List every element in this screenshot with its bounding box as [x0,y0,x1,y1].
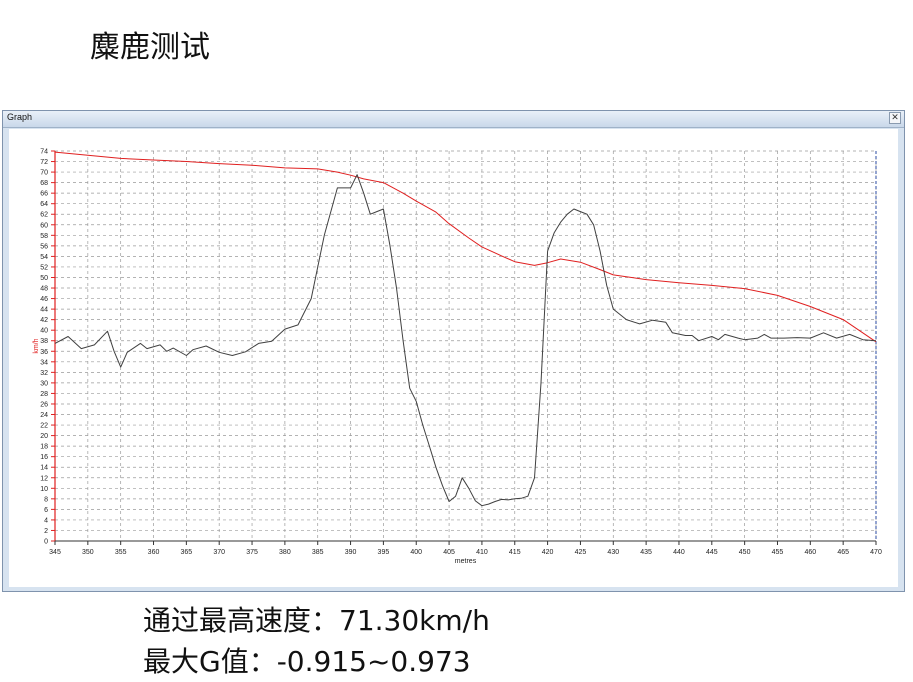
y-tick-label: 70 [40,170,48,177]
x-tick-label: 470 [870,549,882,556]
y-tick-label: 46 [40,296,48,303]
y-tick-label: 42 [40,317,48,324]
x-tick-label: 345 [49,549,61,556]
x-tick-label: 355 [115,549,127,556]
x-tick-label: 440 [673,549,685,556]
y-tick-label: 36 [40,349,48,356]
y-tick-label: 52 [40,264,48,271]
x-tick-label: 380 [279,549,291,556]
x-tick-label: 425 [575,549,587,556]
x-tick-label: 420 [542,549,554,556]
y-tick-label: 6 [44,507,48,514]
x-tick-label: 415 [509,549,521,556]
x-tick-label: 395 [378,549,390,556]
x-tick-label: 365 [181,549,193,556]
x-tick-label: 370 [213,549,225,556]
g-series-line [54,174,877,507]
y-tick-label: 68 [40,180,48,187]
y-tick-label: 2 [44,528,48,535]
y-tick-label: 58 [40,233,48,240]
y-tick-label: 72 [40,159,48,166]
window-title: Graph [7,112,33,122]
y-tick-label: 10 [40,486,48,493]
x-tick-label: 405 [443,549,455,556]
x-tick-label: 435 [640,549,652,556]
y-tick-label: 20 [40,433,48,440]
y-tick-label: 22 [40,423,48,430]
y-tick-label: 38 [40,338,48,345]
y-tick-label: 50 [40,275,48,282]
max-g-text: 最大G值：-0.915~0.973 [143,645,471,678]
close-icon[interactable]: ✕ [889,112,901,124]
x-tick-label: 350 [82,549,94,556]
y-tick-label: 32 [40,370,48,377]
y-tick-label: 64 [40,201,48,208]
x-tick-label: 375 [246,549,258,556]
info-block: 通过最高速度：71.30km/h 最大G值：-0.915~0.973 [143,600,490,682]
plot-panel: 0 2 4 6 8 10 12 14 16 18 20 22 24 26 28 30 32 34 36 38 40 42 4… [9,129,898,587]
y-tick-label: 12 [40,475,48,482]
x-tick-label: 385 [312,549,324,556]
y-tick-label: 8 [44,496,48,503]
y-tick-label: 60 [40,222,48,229]
x-axis-label: metres [455,558,477,565]
x-tick-label: 390 [345,549,357,556]
x-tick-label: 465 [837,549,849,556]
y-tick-label: 40 [40,328,48,335]
speed-series-line [54,151,877,343]
x-tick-label: 455 [772,549,784,556]
window-titlebar[interactable]: Graph ✕ [3,111,904,128]
y-tick-label: 44 [40,307,48,314]
y-tick-label: 56 [40,243,48,250]
y-tick-label: 28 [40,391,48,398]
x-tick-label: 360 [148,549,160,556]
line-chart: 0246810121416182022242628303234363840424… [33,149,882,566]
x-tick-label: 400 [410,549,422,556]
y-tick-label: 30 [40,380,48,387]
y-tick-label: 74 [40,149,48,156]
graph-window: Graph ✕ 0 2 4 6 8 10 12 14 16 18 20 22 24 26 28 30 32 34 3… [2,110,905,592]
max-speed-text: 通过最高速度：71.30km/h [143,604,490,637]
y-tick-label: 62 [40,212,48,219]
x-tick-label: 450 [739,549,751,556]
x-tick-label: 410 [476,549,488,556]
x-tick-label: 430 [607,549,619,556]
y-tick-label: 26 [40,401,48,408]
y-tick-label: 24 [40,412,48,419]
y-tick-label: 18 [40,444,48,451]
y-tick-label: 4 [44,517,48,524]
y-tick-label: 34 [40,359,48,366]
slide-title: 麋鹿测试 [90,30,210,65]
y-tick-label: 66 [40,191,48,198]
x-tick-label: 445 [706,549,718,556]
y-tick-label: 14 [40,465,48,472]
y-tick-label: 0 [44,539,48,546]
y-tick-label: 54 [40,254,48,261]
y-tick-label: 48 [40,286,48,293]
x-tick-label: 460 [804,549,816,556]
y-tick-label: 16 [40,454,48,461]
y-axis-label: km/h [33,338,40,353]
